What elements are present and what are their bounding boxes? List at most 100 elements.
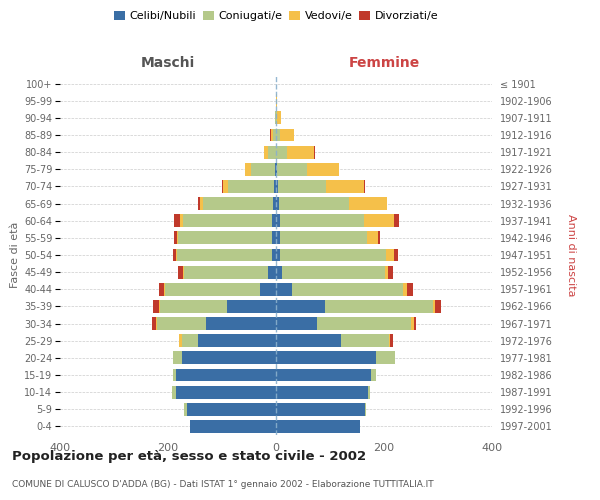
- Bar: [386, 248, 394, 262]
- Bar: [176, 232, 178, 244]
- Bar: [367, 232, 377, 244]
- Bar: [326, 180, 364, 193]
- Bar: [154, 300, 159, 313]
- Bar: [276, 300, 325, 313]
- Bar: [278, 180, 326, 193]
- Bar: [276, 232, 280, 244]
- Bar: [276, 112, 277, 124]
- Bar: [368, 386, 370, 398]
- Bar: [183, 266, 184, 278]
- Bar: [274, 197, 276, 210]
- Bar: [200, 197, 203, 210]
- Bar: [274, 128, 276, 141]
- Bar: [349, 197, 387, 210]
- Bar: [276, 180, 278, 193]
- Y-axis label: Anni di nascita: Anni di nascita: [566, 214, 577, 296]
- Y-axis label: Fasce di età: Fasce di età: [10, 222, 20, 288]
- Bar: [278, 197, 349, 210]
- Bar: [272, 232, 276, 244]
- Bar: [292, 283, 403, 296]
- Bar: [287, 146, 314, 158]
- Bar: [176, 248, 177, 262]
- Bar: [174, 232, 176, 244]
- Bar: [277, 163, 307, 175]
- Bar: [414, 317, 416, 330]
- Bar: [184, 403, 187, 415]
- Legend: Celibi/Nubili, Coniugati/e, Vedovi/e, Divorziati/e: Celibi/Nubili, Coniugati/e, Vedovi/e, Di…: [112, 8, 440, 24]
- Bar: [371, 368, 376, 382]
- Bar: [341, 334, 389, 347]
- Bar: [276, 386, 368, 398]
- Bar: [156, 317, 157, 330]
- Bar: [276, 248, 280, 262]
- Bar: [263, 146, 268, 158]
- Bar: [182, 214, 272, 227]
- Bar: [182, 334, 198, 347]
- Bar: [276, 334, 341, 347]
- Bar: [280, 214, 364, 227]
- Bar: [277, 112, 281, 124]
- Bar: [245, 163, 251, 175]
- Bar: [376, 352, 395, 364]
- Bar: [159, 300, 160, 313]
- Bar: [364, 180, 365, 193]
- Bar: [268, 146, 276, 158]
- Bar: [172, 386, 176, 398]
- Bar: [227, 300, 276, 313]
- Bar: [178, 266, 183, 278]
- Bar: [407, 283, 413, 296]
- Bar: [159, 283, 164, 296]
- Bar: [276, 368, 371, 382]
- Bar: [394, 214, 399, 227]
- Bar: [388, 266, 393, 278]
- Bar: [433, 300, 435, 313]
- Bar: [198, 334, 276, 347]
- Bar: [314, 146, 315, 158]
- Bar: [178, 232, 272, 244]
- Bar: [275, 163, 276, 175]
- Text: Popolazione per età, sesso e stato civile - 2002: Popolazione per età, sesso e stato civil…: [12, 450, 366, 463]
- Bar: [152, 317, 156, 330]
- Bar: [268, 266, 276, 278]
- Bar: [389, 334, 391, 347]
- Bar: [223, 180, 229, 193]
- Bar: [276, 197, 278, 210]
- Bar: [182, 352, 276, 364]
- Bar: [272, 214, 276, 227]
- Bar: [365, 403, 366, 415]
- Bar: [325, 300, 433, 313]
- Bar: [276, 283, 292, 296]
- Text: Maschi: Maschi: [141, 56, 195, 70]
- Bar: [187, 403, 276, 415]
- Bar: [173, 368, 176, 382]
- Bar: [276, 94, 277, 107]
- Bar: [276, 163, 277, 175]
- Bar: [385, 266, 388, 278]
- Bar: [176, 386, 276, 398]
- Bar: [276, 146, 287, 158]
- Bar: [206, 317, 276, 330]
- Bar: [377, 232, 380, 244]
- Bar: [175, 214, 180, 227]
- Bar: [364, 214, 394, 227]
- Bar: [275, 112, 276, 124]
- Bar: [280, 248, 386, 262]
- Bar: [157, 317, 206, 330]
- Bar: [394, 248, 398, 262]
- Bar: [307, 163, 339, 175]
- Bar: [160, 300, 227, 313]
- Bar: [198, 197, 200, 210]
- Bar: [276, 266, 283, 278]
- Bar: [280, 232, 367, 244]
- Bar: [276, 317, 317, 330]
- Bar: [260, 283, 276, 296]
- Bar: [173, 248, 176, 262]
- Bar: [164, 283, 166, 296]
- Bar: [276, 352, 376, 364]
- Bar: [179, 334, 182, 347]
- Bar: [435, 300, 440, 313]
- Bar: [269, 128, 271, 141]
- Bar: [180, 214, 182, 227]
- Bar: [276, 214, 280, 227]
- Text: COMUNE DI CALUSCO D'ADDA (BG) - Dati ISTAT 1° gennaio 2002 - Elaborazione TUTTIT: COMUNE DI CALUSCO D'ADDA (BG) - Dati IST…: [12, 480, 434, 489]
